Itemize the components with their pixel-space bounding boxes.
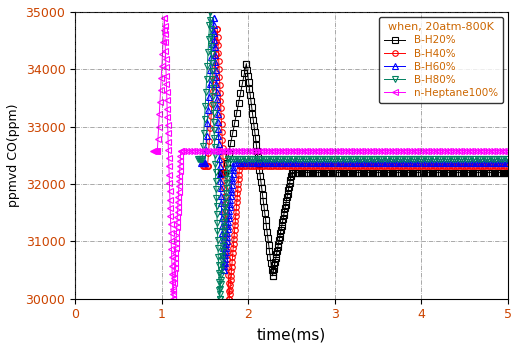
n-Heptane100% — [161, 16, 168, 20]
B-H20% — [217, 170, 224, 174]
Line: B-H40%: B-H40% — [200, 27, 511, 302]
Line: n-Heptane100%: n-Heptane100% — [151, 15, 511, 302]
B-H60% — [429, 161, 435, 165]
B-H40% — [214, 27, 221, 31]
B-H20% — [363, 170, 370, 174]
B-H40% — [498, 164, 504, 168]
B-H20% — [270, 270, 276, 274]
n-Heptane100% — [170, 297, 176, 301]
B-H60% — [221, 264, 227, 268]
B-H60% — [288, 161, 294, 165]
n-Heptane100% — [230, 149, 236, 153]
B-H40% — [293, 164, 299, 168]
B-H20% — [323, 170, 329, 174]
B-H60% — [505, 161, 511, 165]
n-Heptane100% — [414, 149, 420, 153]
B-H40% — [505, 164, 511, 168]
n-Heptane100% — [497, 149, 503, 153]
B-H80% — [427, 157, 433, 162]
B-H20% — [243, 61, 250, 66]
B-H80% — [322, 157, 328, 162]
Line: B-H80%: B-H80% — [195, 9, 511, 302]
Line: B-H60%: B-H60% — [198, 15, 511, 273]
B-H20% — [445, 170, 451, 174]
B-H80% — [284, 157, 290, 162]
B-H60% — [325, 161, 331, 165]
n-Heptane100% — [247, 149, 253, 153]
B-H20% — [269, 274, 276, 278]
B-H60% — [198, 161, 204, 165]
B-H40% — [200, 164, 207, 168]
B-H80% — [216, 297, 223, 301]
B-H80% — [498, 157, 504, 162]
B-H80% — [270, 157, 276, 162]
n-Heptane100% — [505, 149, 511, 153]
B-H40% — [279, 164, 285, 168]
n-Heptane100% — [170, 291, 176, 296]
B-H60% — [221, 268, 227, 272]
n-Heptane100% — [291, 149, 297, 153]
Line: B-H20%: B-H20% — [218, 61, 511, 279]
X-axis label: time(ms): time(ms) — [257, 327, 326, 342]
B-H60% — [274, 161, 280, 165]
B-H20% — [334, 170, 340, 174]
B-H20% — [505, 170, 511, 174]
Legend: B-H20%, B-H40%, B-H60%, B-H80%, n-Heptane100%: B-H20%, B-H40%, B-H60%, B-H80%, n-Heptan… — [379, 17, 503, 103]
B-H60% — [210, 16, 216, 20]
Y-axis label: ppmvd CO(ppm): ppmvd CO(ppm) — [7, 104, 20, 207]
B-H80% — [505, 157, 511, 162]
B-H60% — [498, 161, 504, 165]
B-H80% — [207, 10, 213, 14]
B-H40% — [329, 164, 335, 168]
n-Heptane100% — [150, 149, 156, 153]
B-H80% — [217, 292, 223, 296]
B-H40% — [226, 297, 233, 301]
B-H80% — [195, 157, 201, 162]
B-H40% — [226, 292, 233, 296]
B-H20% — [499, 170, 506, 174]
B-H40% — [430, 164, 436, 168]
